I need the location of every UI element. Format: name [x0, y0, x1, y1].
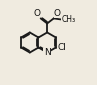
Text: Cl: Cl: [58, 43, 67, 52]
Text: O: O: [33, 9, 40, 18]
Text: N: N: [44, 48, 51, 57]
Text: CH₃: CH₃: [61, 15, 75, 24]
Text: O: O: [54, 9, 61, 18]
